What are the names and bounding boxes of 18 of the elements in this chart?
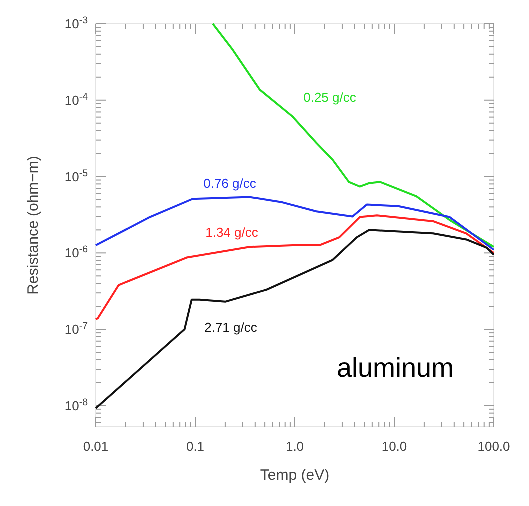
- series-label: 0.76 g/cc: [204, 176, 257, 191]
- x-tick-label: 100.0: [478, 439, 510, 454]
- y-tick-label: 10$^{-6}$: [64, 244, 88, 261]
- series-label: 2.71 g/cc: [204, 320, 258, 335]
- y-tick-label: 10$^{-3}$: [64, 15, 88, 32]
- y-tick-label: 10$^{-5}$: [64, 168, 89, 184]
- y-tick-label: 10$^{-8}$: [64, 396, 88, 414]
- x-axis-title: Temp (eV): [260, 467, 330, 484]
- series-label: 0.25 g/cc: [304, 90, 357, 105]
- y-axis-title: Resistance (ohm−m): [25, 156, 42, 295]
- x-tick-label: 10.0: [382, 439, 408, 454]
- x-tick-label: 0.1: [186, 439, 205, 454]
- y-tick-label: 10$^{-7}$: [64, 320, 88, 338]
- y-tick-label: 10$^{-4}$: [64, 91, 89, 108]
- annotation: aluminum: [336, 353, 454, 383]
- x-tick-label: 1.0: [286, 439, 304, 454]
- series-label: 1.34 g/cc: [206, 225, 259, 240]
- x-tick-label: 0.01: [83, 439, 109, 454]
